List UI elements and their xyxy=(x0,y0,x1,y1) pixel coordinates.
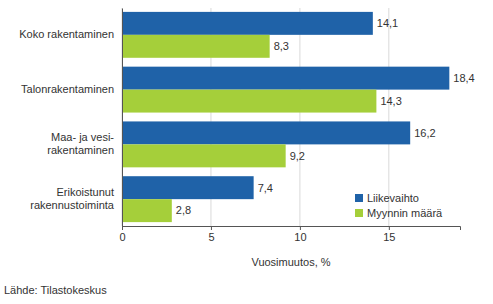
x-tick: 0 xyxy=(119,226,125,243)
y-tick-label: Koko rakentaminen xyxy=(19,28,114,40)
x-tick-mark xyxy=(211,226,212,230)
x-axis: 0 5 10 15 xyxy=(119,226,460,243)
data-label: 14,1 xyxy=(377,17,398,29)
data-label: 2,8 xyxy=(176,204,191,216)
data-labels: 14,1 18,4 16,2 7,4 8,3 14,3 9,2 2,8 xyxy=(176,17,475,216)
legend-item: Liikevaihto xyxy=(355,192,419,204)
grid xyxy=(122,8,389,226)
bar xyxy=(122,121,410,144)
legend: Liikevaihto Myynnin määrä xyxy=(355,192,443,219)
y-tick: Maa- ja vesi-rakentaminen xyxy=(47,131,122,156)
legend-item: Myynnin määrä xyxy=(355,207,443,219)
bars xyxy=(122,12,449,222)
y-tick: Erikoistunutrakennustoiminta xyxy=(30,186,122,211)
legend-swatch xyxy=(355,194,363,202)
bar xyxy=(122,199,172,222)
y-tick-label: Maa- ja vesi-rakentaminen xyxy=(47,131,114,156)
x-tick-label: 15 xyxy=(383,231,395,243)
y-tick-label: Erikoistunutrakennustoiminta xyxy=(30,186,115,211)
bar xyxy=(122,67,449,90)
bar xyxy=(122,12,373,35)
bar xyxy=(122,90,376,113)
x-tick: 5 xyxy=(208,226,214,243)
x-tick-label: 0 xyxy=(119,231,125,243)
y-tick: Talonrakentaminen xyxy=(21,83,122,95)
data-label: 8,3 xyxy=(274,40,289,52)
y-axis: Koko rakentaminen Talonrakentaminen Maa- j… xyxy=(19,9,122,227)
source: Lähde: Tilastokeskus xyxy=(4,284,107,296)
x-tick: 15 xyxy=(383,226,395,243)
bar xyxy=(122,176,254,199)
y-tick: Koko rakentaminen xyxy=(19,28,122,40)
x-tick: 10 xyxy=(294,226,306,243)
data-label: 7,4 xyxy=(258,182,273,194)
data-label: 9,2 xyxy=(290,150,305,162)
plot: 14,1 18,4 16,2 7,4 8,3 14,3 9,2 2,8 0 5 10 15 Koko r… xyxy=(19,8,475,243)
y-axis-line xyxy=(122,9,123,227)
bar xyxy=(122,144,286,167)
data-label: 18,4 xyxy=(453,72,474,84)
legend-swatch xyxy=(355,209,363,217)
x-tick-mark xyxy=(389,226,390,230)
legend-label: Myynnin määrä xyxy=(367,207,443,219)
legend-label: Liikevaihto xyxy=(367,192,419,204)
data-label: 16,2 xyxy=(414,127,435,139)
grid-line xyxy=(299,8,300,226)
chart: 14,1 18,4 16,2 7,4 8,3 14,3 9,2 2,8 0 5 10 15 Koko r… xyxy=(0,0,493,304)
x-tick-label: 10 xyxy=(294,231,306,243)
grid-line xyxy=(122,8,123,226)
x-tick-mark xyxy=(300,226,301,230)
x-axis-line xyxy=(123,227,461,231)
y-tick-label: Talonrakentaminen xyxy=(21,83,114,95)
x-tick-label: 5 xyxy=(208,231,214,243)
x-tick-mark xyxy=(122,226,123,230)
bar xyxy=(122,35,270,58)
data-label: 14,3 xyxy=(380,95,401,107)
x-axis-title: Vuosimuutos, % xyxy=(251,256,330,268)
